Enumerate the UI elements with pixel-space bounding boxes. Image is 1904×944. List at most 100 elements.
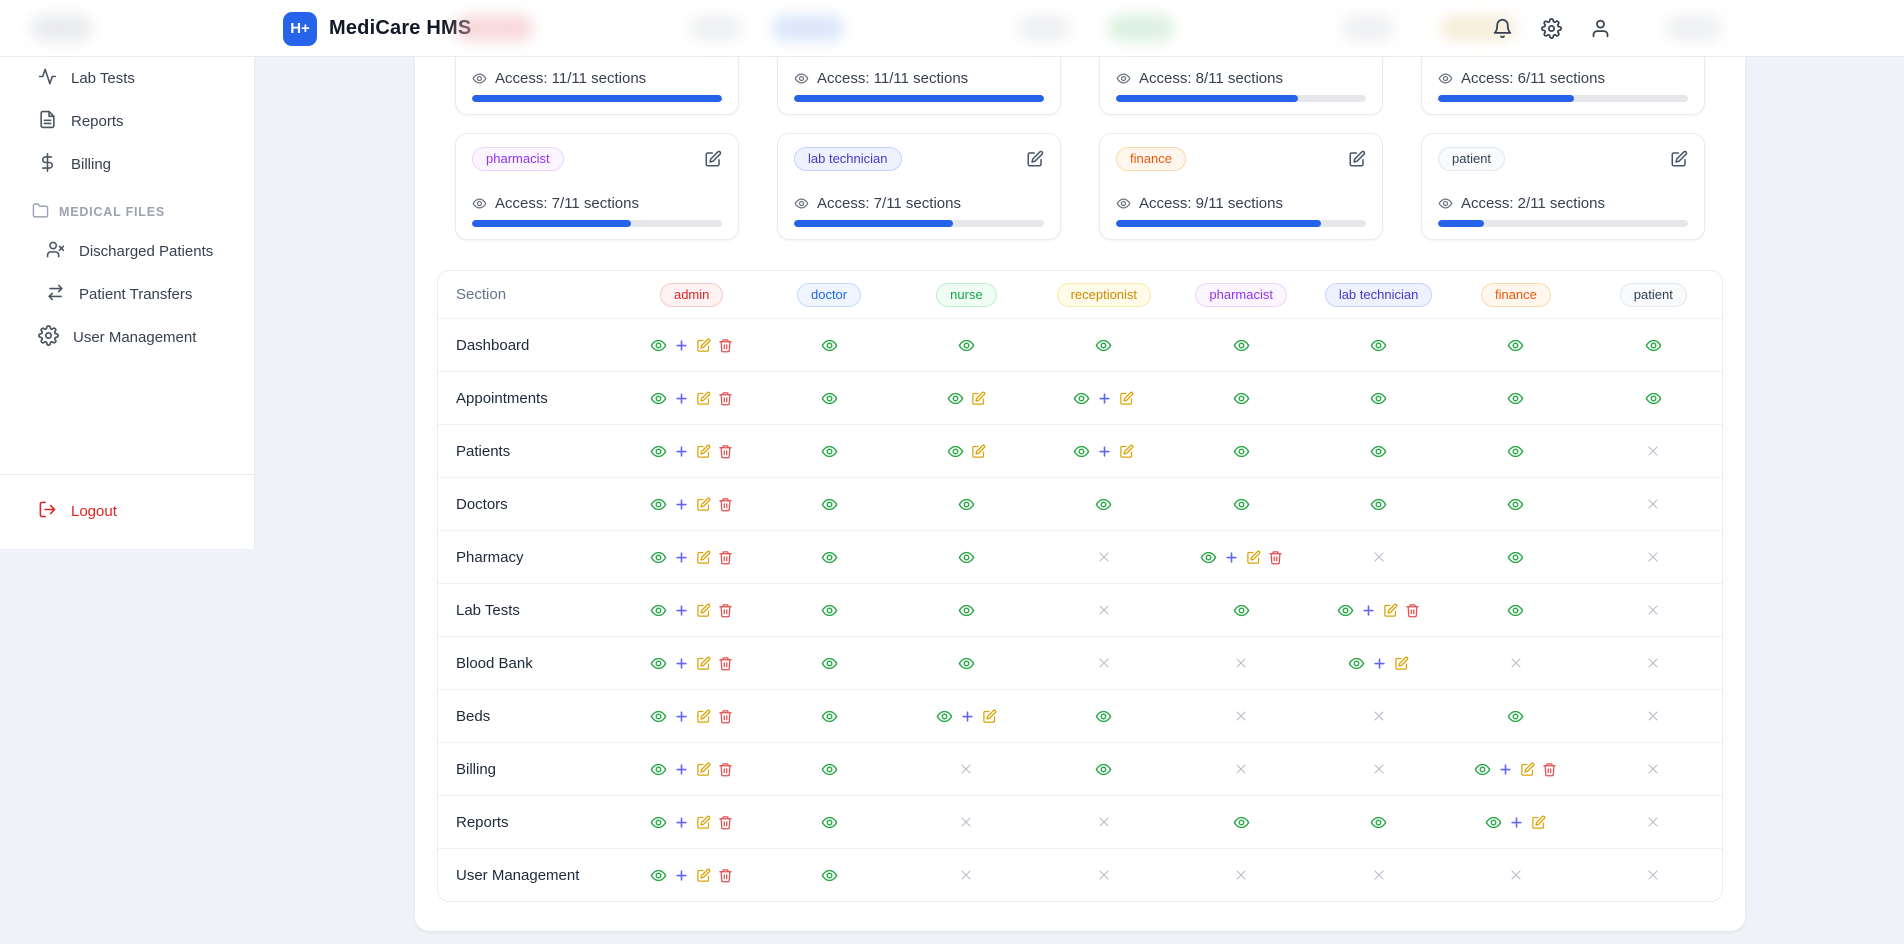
view-permission-icon[interactable] <box>821 337 838 354</box>
view-permission-icon[interactable] <box>650 867 667 884</box>
edit-permission-icon[interactable] <box>1246 550 1261 565</box>
delete-permission-icon[interactable] <box>1542 762 1557 777</box>
view-permission-icon[interactable] <box>1507 390 1524 407</box>
view-permission-icon[interactable] <box>958 655 975 672</box>
view-permission-icon[interactable] <box>650 814 667 831</box>
delete-permission-icon[interactable] <box>718 868 733 883</box>
create-permission-icon[interactable] <box>960 709 975 724</box>
delete-permission-icon[interactable] <box>718 815 733 830</box>
create-permission-icon[interactable] <box>674 497 689 512</box>
view-permission-icon[interactable] <box>821 867 838 884</box>
view-permission-icon[interactable] <box>1348 655 1365 672</box>
delete-permission-icon[interactable] <box>718 338 733 353</box>
edit-permission-icon[interactable] <box>696 603 711 618</box>
view-permission-icon[interactable] <box>958 549 975 566</box>
edit-permission-icon[interactable] <box>1383 603 1398 618</box>
sidebar-item-reports[interactable]: Reports <box>0 100 254 143</box>
create-permission-icon[interactable] <box>674 338 689 353</box>
edit-permission-icon[interactable] <box>971 444 986 459</box>
delete-permission-icon[interactable] <box>718 656 733 671</box>
delete-permission-icon[interactable] <box>718 709 733 724</box>
view-permission-icon[interactable] <box>1507 496 1524 513</box>
view-permission-icon[interactable] <box>1233 602 1250 619</box>
create-permission-icon[interactable] <box>674 868 689 883</box>
view-permission-icon[interactable] <box>1233 443 1250 460</box>
view-permission-icon[interactable] <box>821 549 838 566</box>
edit-permission-icon[interactable] <box>696 815 711 830</box>
edit-permission-icon[interactable] <box>696 497 711 512</box>
view-permission-icon[interactable] <box>650 496 667 513</box>
delete-permission-icon[interactable] <box>718 550 733 565</box>
view-permission-icon[interactable] <box>1095 761 1112 778</box>
delete-permission-icon[interactable] <box>718 762 733 777</box>
create-permission-icon[interactable] <box>674 603 689 618</box>
view-permission-icon[interactable] <box>1337 602 1354 619</box>
view-permission-icon[interactable] <box>1095 496 1112 513</box>
sidebar-item-user-management[interactable]: User Management <box>0 316 254 359</box>
create-permission-icon[interactable] <box>1097 444 1112 459</box>
view-permission-icon[interactable] <box>1370 443 1387 460</box>
view-permission-icon[interactable] <box>650 602 667 619</box>
create-permission-icon[interactable] <box>674 815 689 830</box>
edit-permission-icon[interactable] <box>982 709 997 724</box>
view-permission-icon[interactable] <box>936 708 953 725</box>
sidebar-item-billing[interactable]: Billing <box>0 143 254 186</box>
view-permission-icon[interactable] <box>821 496 838 513</box>
edit-permission-icon[interactable] <box>1394 656 1409 671</box>
create-permission-icon[interactable] <box>1372 656 1387 671</box>
view-permission-icon[interactable] <box>821 443 838 460</box>
edit-permission-icon[interactable] <box>696 656 711 671</box>
create-permission-icon[interactable] <box>674 550 689 565</box>
view-permission-icon[interactable] <box>947 390 964 407</box>
view-permission-icon[interactable] <box>1507 443 1524 460</box>
sidebar-item-lab-tests[interactable]: Lab Tests <box>0 57 254 100</box>
view-permission-icon[interactable] <box>1233 814 1250 831</box>
view-permission-icon[interactable] <box>650 443 667 460</box>
create-permission-icon[interactable] <box>674 444 689 459</box>
edit-role-button[interactable] <box>1026 150 1044 168</box>
view-permission-icon[interactable] <box>1233 496 1250 513</box>
view-permission-icon[interactable] <box>821 761 838 778</box>
view-permission-icon[interactable] <box>1485 814 1502 831</box>
create-permission-icon[interactable] <box>674 656 689 671</box>
view-permission-icon[interactable] <box>821 814 838 831</box>
view-permission-icon[interactable] <box>1645 337 1662 354</box>
view-permission-icon[interactable] <box>1095 337 1112 354</box>
create-permission-icon[interactable] <box>674 391 689 406</box>
create-permission-icon[interactable] <box>1224 550 1239 565</box>
view-permission-icon[interactable] <box>1073 390 1090 407</box>
edit-role-button[interactable] <box>704 150 722 168</box>
view-permission-icon[interactable] <box>1507 602 1524 619</box>
sidebar-item-discharged-patients[interactable]: Discharged Patients <box>0 230 254 273</box>
view-permission-icon[interactable] <box>650 761 667 778</box>
view-permission-icon[interactable] <box>1507 708 1524 725</box>
edit-permission-icon[interactable] <box>971 391 986 406</box>
view-permission-icon[interactable] <box>1370 814 1387 831</box>
edit-permission-icon[interactable] <box>696 391 711 406</box>
view-permission-icon[interactable] <box>958 602 975 619</box>
create-permission-icon[interactable] <box>1097 391 1112 406</box>
create-permission-icon[interactable] <box>1509 815 1524 830</box>
view-permission-icon[interactable] <box>650 655 667 672</box>
edit-role-button[interactable] <box>1670 150 1688 168</box>
view-permission-icon[interactable] <box>958 337 975 354</box>
view-permission-icon[interactable] <box>958 496 975 513</box>
view-permission-icon[interactable] <box>821 708 838 725</box>
create-permission-icon[interactable] <box>674 709 689 724</box>
view-permission-icon[interactable] <box>650 708 667 725</box>
profile-user-icon[interactable] <box>1590 18 1611 39</box>
view-permission-icon[interactable] <box>1645 390 1662 407</box>
view-permission-icon[interactable] <box>1507 549 1524 566</box>
edit-permission-icon[interactable] <box>696 550 711 565</box>
view-permission-icon[interactable] <box>1073 443 1090 460</box>
view-permission-icon[interactable] <box>821 390 838 407</box>
create-permission-icon[interactable] <box>1361 603 1376 618</box>
create-permission-icon[interactable] <box>674 762 689 777</box>
edit-permission-icon[interactable] <box>1531 815 1546 830</box>
edit-permission-icon[interactable] <box>696 444 711 459</box>
view-permission-icon[interactable] <box>947 443 964 460</box>
notifications-bell-icon[interactable] <box>1492 18 1513 39</box>
view-permission-icon[interactable] <box>1370 390 1387 407</box>
delete-permission-icon[interactable] <box>718 444 733 459</box>
edit-permission-icon[interactable] <box>696 338 711 353</box>
